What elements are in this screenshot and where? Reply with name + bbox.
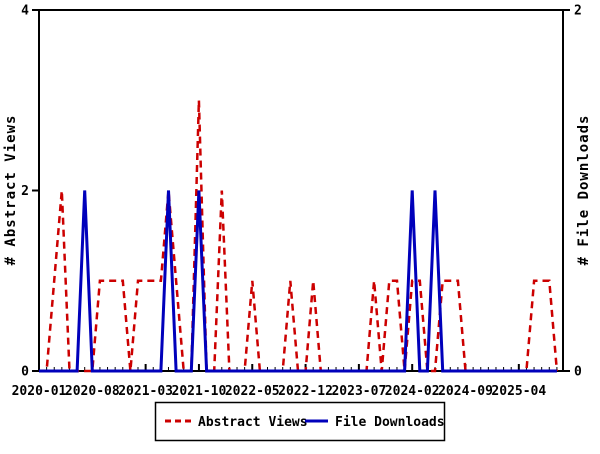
x-tick-label: 2020-01 [12, 384, 67, 399]
x-tick-label: 2022-05 [225, 384, 280, 399]
file-downloads-line [39, 190, 557, 373]
axes: 2020-012020-082021-032021-102022-052022-… [12, 4, 582, 400]
x-tick-label: 2025-04 [491, 384, 546, 399]
x-tick-label: 2023-07 [331, 384, 386, 399]
y-left-axis-label: # Abstract Views [3, 115, 19, 266]
legend-label-abstract-views: Abstract Views [198, 415, 308, 430]
y-left-tick-label: 0 [21, 365, 29, 380]
x-tick-label: 2020-08 [65, 384, 120, 399]
y-right-axis-label: # File Downloads [576, 115, 592, 266]
y-right-tick-label: 0 [574, 365, 582, 380]
legend-border [154, 401, 446, 442]
abstract-views-line [39, 100, 559, 373]
x-tick-label: 2024-09 [438, 384, 493, 399]
y-left-tick-label: 4 [21, 4, 29, 19]
x-tick-label: 2021-10 [172, 384, 227, 399]
x-tick-label: 2021-03 [118, 384, 173, 399]
y-left-tick-label: 2 [21, 184, 29, 199]
x-tick-label: 2024-02 [385, 384, 440, 399]
y-right-tick-label: 2 [574, 4, 582, 19]
x-tick-label: 2022-12 [278, 384, 333, 399]
series-lines [39, 100, 559, 373]
plot-border [38, 9, 564, 372]
legend-box: Abstract Views File Downloads [154, 401, 446, 442]
legend-label-file-downloads: File Downloads [335, 415, 445, 430]
